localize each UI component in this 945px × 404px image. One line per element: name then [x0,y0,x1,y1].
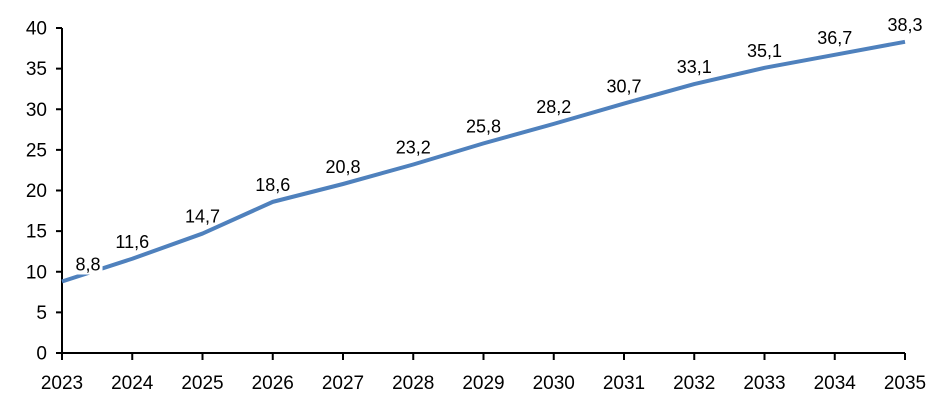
data-point-label: 36,7 [817,28,852,48]
y-axis-tick-label: 30 [26,100,47,121]
y-axis-tick-label: 40 [26,19,47,40]
data-point-label: 28,2 [536,97,571,117]
data-point-label: 38,3 [887,15,922,35]
data-point-label: 14,7 [185,207,220,227]
y-axis-tick-label: 35 [26,59,47,80]
x-axis-tick-label: 2032 [673,373,715,394]
x-axis-tick-label: 2024 [111,373,154,394]
x-axis-tick-label: 2031 [603,373,645,394]
data-point-label: 8,8 [75,255,100,275]
x-axis-tick-label: 2033 [743,373,785,394]
y-axis-tick-label: 0 [36,344,47,365]
data-point-label: 11,6 [115,232,149,252]
x-axis-tick-label: 2026 [252,373,294,394]
series-line [61,39,906,284]
x-axis-tick-label: 2030 [533,373,575,394]
y-axis-tick-label: 5 [36,303,47,324]
data-point-label: 23,2 [396,138,431,158]
x-axis-tick-label: 2035 [884,373,926,394]
x-axis-tick-label: 2025 [181,373,223,394]
x-axis-tick-label: 2034 [814,373,857,394]
data-point-label: 33,1 [677,57,712,77]
data-point-label-bg [73,254,103,275]
y-axis-tick-label: 10 [26,262,47,283]
x-axis-tick-label: 2027 [322,373,364,394]
data-point-label: 20,8 [325,157,360,177]
data-point-label: 30,7 [606,77,641,97]
y-axis-tick-label: 20 [26,181,47,202]
data-point-label: 25,8 [466,116,501,136]
y-axis-tick-label: 15 [26,222,47,243]
x-axis-tick-label: 2023 [41,373,83,394]
x-axis-tick-label: 2028 [392,373,434,394]
y-axis-tick-label: 25 [26,140,47,161]
x-axis-tick-label: 2029 [462,373,504,394]
data-point-label: 35,1 [747,41,782,61]
data-point-label: 18,6 [255,175,290,195]
